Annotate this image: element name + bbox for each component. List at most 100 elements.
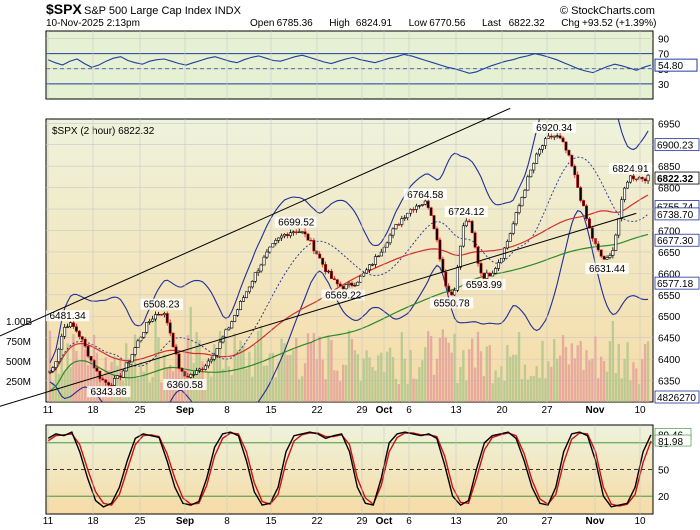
price-right-label: 6677.30 [657,236,694,247]
candle-body [587,218,591,229]
candle-body [564,141,568,151]
candle-body [464,220,468,227]
volume-bar [506,344,509,402]
candle-body [461,225,465,247]
volume-bar [318,336,321,402]
candle-body [409,208,413,214]
volume-bar [626,342,629,402]
x-tick-label: 22 [311,516,323,527]
volume-bar [485,346,488,402]
candle-body [420,203,424,206]
candle-body [133,347,137,355]
candle-body [573,165,577,176]
candle-body [48,370,52,373]
price-right-label: 6738.70 [657,210,694,221]
volume-tick-label: 1.00B [6,317,32,328]
candle-body [300,231,304,233]
rsi-panel: 9070503054.80 [45,30,698,100]
volume-bar [60,347,63,402]
candle-body [321,257,325,265]
candle-body [371,264,374,266]
price-right-label: 4826270 [657,393,696,404]
candle-body [200,368,204,371]
price-right-box [654,233,700,247]
candle-body [262,256,266,266]
candle-body [435,228,439,241]
price-right-label: 6577.18 [657,279,694,290]
candle-body [239,301,243,311]
price-annotation: 6343.86 [91,387,128,398]
volume-bar [397,383,401,402]
x-tick-label: Oct [376,405,393,416]
stochastic-tick-label: 20 [658,492,670,503]
candle-body [130,354,134,363]
x-tick-label: 20 [496,405,508,416]
candle-body [195,370,199,375]
price-right-label: 6822.32 [657,174,694,185]
ohlc-label: Low [409,18,428,29]
candle-body [57,348,61,363]
candle-body [221,336,225,343]
volume-bar [353,350,357,402]
volume-bar [435,358,439,402]
x-tick-label: 27 [541,405,553,416]
candle-body [368,264,372,271]
volume-bar [268,353,272,402]
candle-body [186,375,190,378]
candle-body [86,345,90,357]
volume-bar [81,338,84,402]
annotation-bg [430,297,474,309]
candle-body [127,361,131,364]
ohlc-value: 6824.91 [356,18,393,29]
stochastic-current-box [654,434,692,447]
volume-bar [444,337,447,402]
volume-bar [597,378,600,402]
candle-body [277,237,281,241]
rsi-tick-label: 90 [658,35,670,46]
candle-body [403,217,407,219]
candle-body [124,362,128,372]
ohlc-value: 6770.56 [429,18,466,29]
volume-bar [532,375,535,402]
volume-bar [344,364,348,402]
candle-body [83,338,87,347]
candle-body [552,135,556,138]
volume-bar [482,376,486,402]
volume-bar [321,359,324,402]
candle-body [561,137,565,143]
volume-bar [629,380,632,402]
candle-body [388,234,392,244]
price-annotation: 6824.91 [612,164,649,175]
candle-body [253,272,257,282]
volume-bar [556,358,559,402]
candle-body [297,231,301,233]
volume-bar [497,377,500,402]
volume-bar [456,382,459,402]
candle-body [549,135,553,138]
rsi-current-box [654,58,698,72]
volume-bar [221,368,225,402]
volume-tick-label: 250M [6,377,31,388]
volume-bar [230,375,233,402]
candle-body [570,154,574,167]
watermark: © StockCharts.com [560,5,655,17]
volume-bar [468,349,471,402]
candle-body [259,264,263,272]
x-tick-label: 18 [87,405,99,416]
volume-bar [204,379,207,402]
volume-bar [635,368,638,402]
volume-bar [514,354,518,402]
volume-bar [210,376,213,402]
volume-bar [570,343,574,402]
volume-bar [520,379,524,402]
candle-body [168,322,172,334]
candle-body [517,205,521,213]
x-tick-label: 25 [134,405,146,416]
candle-body [617,218,621,236]
candle-body [291,231,295,234]
candle-body [631,175,635,180]
candle-body [385,242,389,248]
candle-body [394,224,398,230]
annotation-bg [608,162,653,174]
candle-body [113,378,116,386]
